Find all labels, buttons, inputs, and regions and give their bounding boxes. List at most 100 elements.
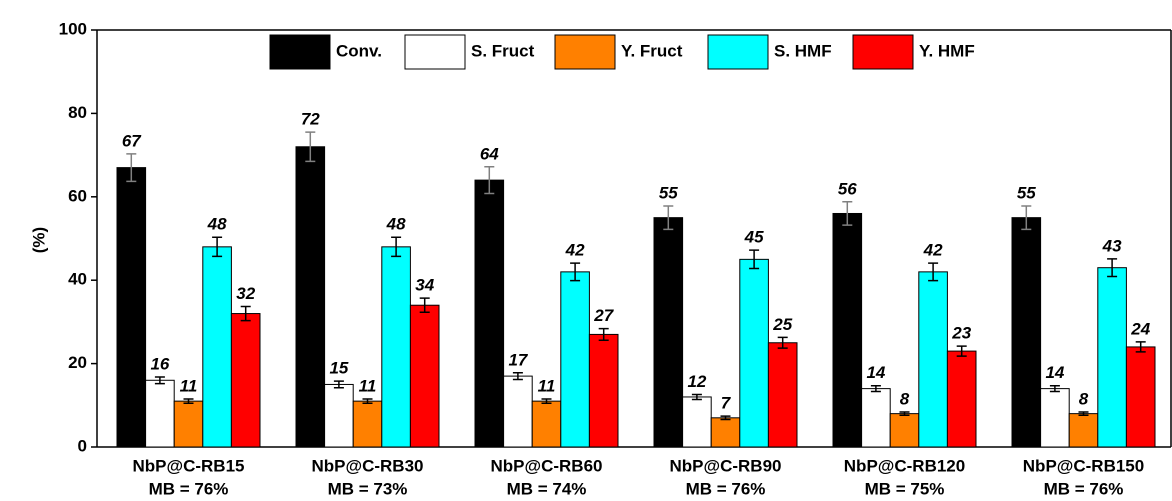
x-tick-sublabel: MB = 74% — [507, 479, 587, 498]
legend-label: S. HMF — [774, 41, 832, 60]
error-bar — [691, 393, 702, 401]
bar — [739, 258, 769, 448]
x-tick-label: NbP@C-RB60 — [491, 456, 603, 475]
error-bar — [391, 236, 402, 258]
bar — [173, 400, 204, 448]
legend-swatch — [404, 34, 466, 70]
bar — [767, 342, 798, 448]
error-bar — [183, 398, 194, 404]
x-tick-sublabel: MB = 76% — [1044, 479, 1124, 498]
y-tick-label: 80 — [68, 103, 87, 122]
value-label: 45 — [744, 228, 764, 247]
x-tick-label: NbP@C-RB120 — [844, 456, 965, 475]
error-bar — [212, 236, 223, 258]
value-label: 64 — [480, 144, 499, 163]
error-bar — [570, 262, 581, 282]
error-bar — [777, 336, 788, 349]
error-bar — [842, 201, 853, 226]
bar — [474, 179, 505, 448]
bar — [1097, 267, 1127, 448]
value-label: 17 — [508, 350, 528, 369]
value-label: 48 — [207, 215, 227, 234]
bar — [409, 304, 440, 448]
bar — [889, 413, 920, 448]
value-label: 16 — [150, 354, 169, 373]
bar — [503, 375, 533, 448]
legend-label: Y. HMF — [919, 41, 975, 60]
y-tick-label: 100 — [59, 19, 87, 38]
value-label: 72 — [301, 110, 320, 129]
bar — [588, 333, 619, 448]
bar — [324, 383, 354, 448]
value-label: 42 — [565, 241, 585, 260]
value-label: 8 — [1079, 389, 1089, 408]
error-bar — [928, 262, 939, 282]
error-bar — [333, 380, 344, 389]
error-bar — [126, 153, 137, 183]
y-tick-label: 60 — [68, 186, 87, 205]
value-label: 12 — [687, 372, 706, 391]
y-tick-label: 0 — [78, 436, 87, 455]
legend-swatch — [852, 34, 914, 70]
value-label: 7 — [721, 394, 732, 413]
error-bar — [484, 166, 495, 195]
x-tick-label: NbP@C-RB150 — [1023, 456, 1144, 475]
error-bar — [305, 131, 316, 163]
bar — [381, 246, 411, 448]
error-bar — [870, 384, 881, 393]
x-tick-label: NbP@C-RB30 — [312, 456, 424, 475]
legend-swatch — [554, 34, 616, 70]
error-bar — [1021, 205, 1032, 231]
value-label: 67 — [122, 131, 142, 150]
x-tick-sublabel: MB = 73% — [328, 479, 408, 498]
value-label: 43 — [1102, 236, 1122, 255]
y-tick-label: 40 — [68, 270, 87, 289]
value-label: 48 — [386, 215, 406, 234]
value-label: 11 — [180, 377, 198, 396]
x-tick-label: NbP@C-RB90 — [670, 456, 782, 475]
legend-label: S. Fruct — [471, 41, 535, 60]
bar — [116, 167, 147, 448]
error-bar — [749, 249, 760, 270]
error-bar — [598, 327, 609, 341]
legend-swatch — [707, 34, 769, 70]
value-label: 55 — [659, 183, 678, 202]
legend-label: Y. Fruct — [621, 41, 683, 60]
error-bar — [512, 372, 523, 381]
bar — [202, 246, 232, 448]
value-label: 14 — [1045, 363, 1064, 382]
error-bar — [1135, 341, 1146, 353]
value-label: 34 — [415, 276, 434, 295]
bar — [1068, 413, 1099, 448]
bar — [560, 271, 590, 448]
error-bar — [240, 305, 251, 322]
value-label: 56 — [838, 179, 857, 198]
x-tick-sublabel: MB = 76% — [149, 479, 229, 498]
error-bar — [154, 376, 165, 385]
value-label: 11 — [538, 377, 556, 396]
y-tick-label: 20 — [68, 353, 87, 372]
bar — [1125, 346, 1156, 448]
value-label: 42 — [923, 241, 943, 260]
bar — [946, 350, 977, 448]
error-bar — [956, 345, 967, 357]
value-label: 24 — [1130, 319, 1150, 338]
value-label: 15 — [329, 359, 348, 378]
value-label: 55 — [1017, 183, 1036, 202]
value-label: 27 — [593, 306, 614, 325]
bar — [1011, 217, 1042, 448]
bar — [145, 379, 175, 448]
value-label: 14 — [866, 363, 885, 382]
error-bar — [541, 398, 552, 404]
bar — [230, 313, 261, 448]
legend-swatch — [269, 34, 331, 70]
error-bar — [1078, 411, 1089, 417]
y-axis-label: (%) — [29, 227, 48, 253]
legend-label: Conv. — [336, 41, 382, 60]
value-label: 8 — [900, 389, 910, 408]
bar — [918, 271, 948, 448]
error-bar — [1049, 384, 1060, 393]
value-label: 32 — [236, 284, 255, 303]
bar — [1040, 388, 1070, 448]
